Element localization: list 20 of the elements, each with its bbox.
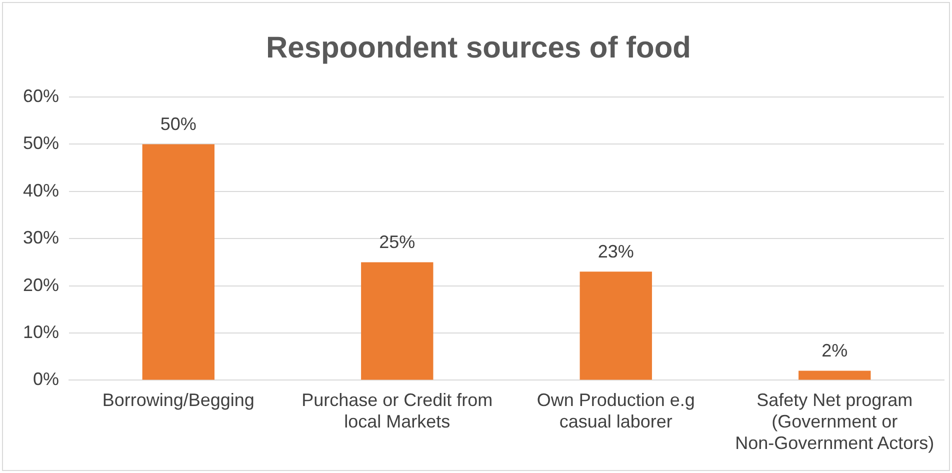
data-label: 25% <box>379 232 416 252</box>
chart-title: Respoondent sources of food <box>266 31 692 64</box>
data-label: 23% <box>598 242 634 262</box>
x-tick-label: Safety Net program (Government or Non-Government Actors) <box>735 390 934 454</box>
y-tick-label: 20% <box>22 274 60 295</box>
bar <box>580 272 652 380</box>
x-tick-label: Purchase or Credit from local Markets <box>302 390 493 432</box>
y-tick-label: 40% <box>22 180 60 200</box>
y-tick-label: 0% <box>33 369 60 390</box>
data-label: 50% <box>160 114 196 134</box>
x-tick-label: Borrowing/Begging <box>102 390 254 410</box>
y-tick-label: 50% <box>22 133 60 154</box>
bar <box>361 262 434 380</box>
data-label: 2% <box>822 340 848 361</box>
bar <box>142 144 214 380</box>
y-tick-label: 30% <box>22 228 60 248</box>
x-tick-label: Own Production e.g casual laborer <box>536 390 695 432</box>
y-tick-label: 10% <box>22 322 60 342</box>
bar <box>798 370 871 380</box>
y-tick-label: 60% <box>22 86 60 106</box>
